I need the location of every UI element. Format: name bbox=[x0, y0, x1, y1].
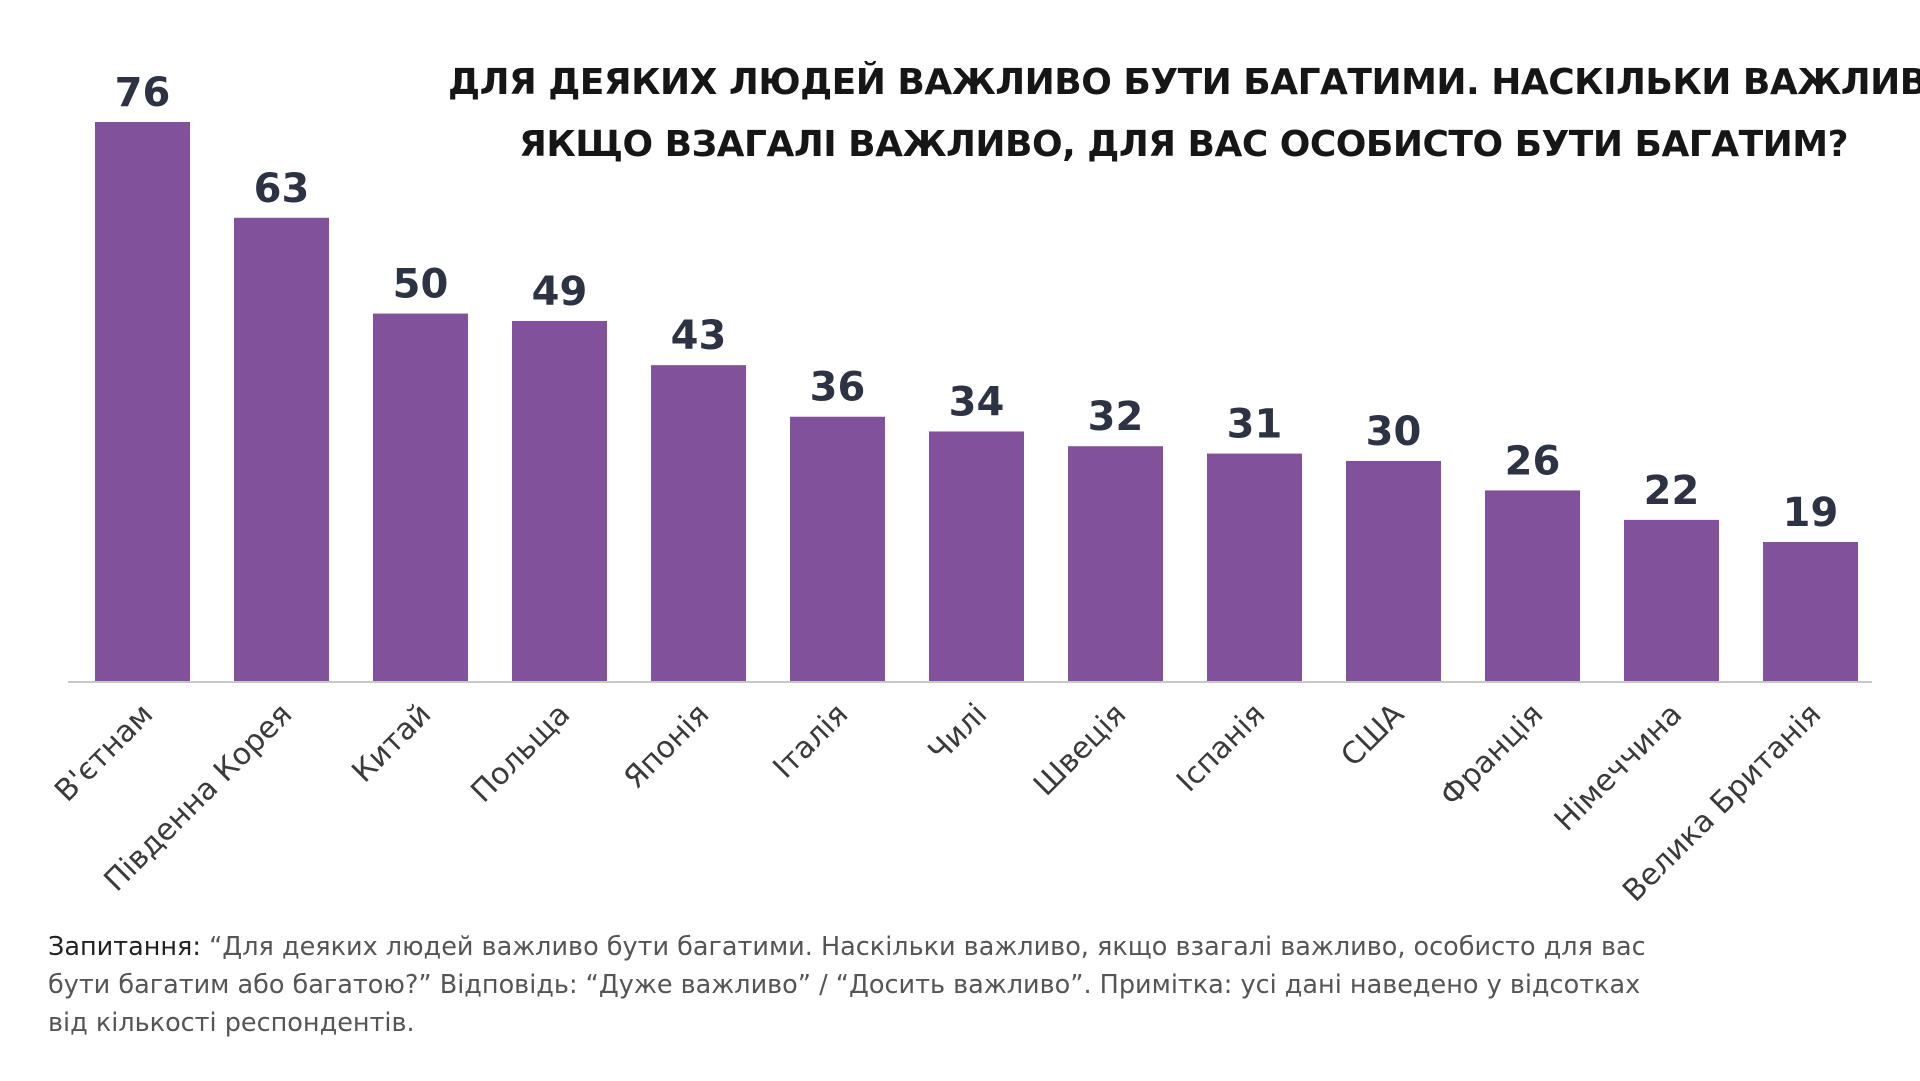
bar-value-label: 63 bbox=[254, 166, 310, 212]
bar-value-label: 19 bbox=[1783, 490, 1839, 536]
bar-value-label: 43 bbox=[671, 313, 727, 359]
bar bbox=[790, 416, 885, 682]
bar bbox=[1624, 519, 1719, 682]
chart-title-line-1: ДЛЯ ДЕЯКИХ ЛЮДЕЙ ВАЖЛИВО БУТИ БАГАТИМИ. … bbox=[448, 62, 1920, 103]
footnote-line-2: бути багатим або багатою?” Відповідь: “Д… bbox=[48, 970, 1641, 1000]
category-tick-label: Франція bbox=[1434, 697, 1550, 813]
bar bbox=[1346, 460, 1441, 682]
bar bbox=[1207, 453, 1302, 682]
bar-value-label: 32 bbox=[1088, 394, 1144, 440]
footnote-label: Запитання: bbox=[48, 932, 201, 962]
bar bbox=[651, 365, 746, 682]
bar-value-label: 22 bbox=[1644, 468, 1700, 514]
category-tick-label: Німеччина bbox=[1548, 697, 1689, 838]
category-tick-label: Іспанія bbox=[1170, 697, 1272, 799]
bar-value-label: 31 bbox=[1227, 402, 1283, 448]
bar-value-label: 50 bbox=[393, 262, 449, 308]
footnote: Запитання: “Для деяких людей важливо бут… bbox=[48, 928, 1808, 1042]
category-tick-label: Чилі bbox=[922, 697, 995, 770]
category-tick-label: Японія bbox=[617, 697, 716, 796]
bar bbox=[95, 122, 190, 682]
bar bbox=[373, 313, 468, 682]
category-tick-label: Польща bbox=[464, 697, 577, 810]
bar-value-label: 34 bbox=[949, 379, 1005, 425]
bar-value-label: 36 bbox=[810, 365, 866, 411]
category-tick-label: Китай bbox=[345, 697, 438, 790]
chart-title-line-2: ЯКЩО ВЗАГАЛІ ВАЖЛИВО, ДЛЯ ВАС ОСОБИСТО Б… bbox=[519, 124, 1848, 165]
category-tick-label: Швеція bbox=[1027, 697, 1133, 803]
bar-value-label: 30 bbox=[1366, 409, 1422, 455]
bar bbox=[234, 217, 329, 682]
bar bbox=[512, 320, 607, 682]
bar bbox=[1485, 490, 1580, 682]
bar bbox=[1068, 446, 1163, 682]
footnote-question: “Для деяких людей важливо бути багатими.… bbox=[200, 932, 1646, 962]
bar-value-label: 26 bbox=[1505, 438, 1561, 484]
category-tick-label: Італія bbox=[767, 697, 856, 786]
bar-value-label: 76 bbox=[115, 70, 171, 116]
chart-title: ДЛЯ ДЕЯКИХ ЛЮДЕЙ ВАЖЛИВО БУТИ БАГАТИМИ. … bbox=[448, 52, 1920, 176]
bars-group: 76 63 50 49 43 36 34 32 31 30 26 22 19 bbox=[95, 70, 1858, 682]
category-tick-label: США bbox=[1334, 697, 1411, 774]
category-tick-label: В'єтнам bbox=[48, 697, 160, 809]
footnote-line-1: Запитання: “Для деяких людей важливо бут… bbox=[48, 928, 1808, 966]
bar bbox=[1763, 542, 1858, 682]
bar bbox=[929, 431, 1024, 682]
bar-value-label: 49 bbox=[532, 269, 588, 315]
footnote-line-3: від кількості респондентів. bbox=[48, 1008, 415, 1038]
